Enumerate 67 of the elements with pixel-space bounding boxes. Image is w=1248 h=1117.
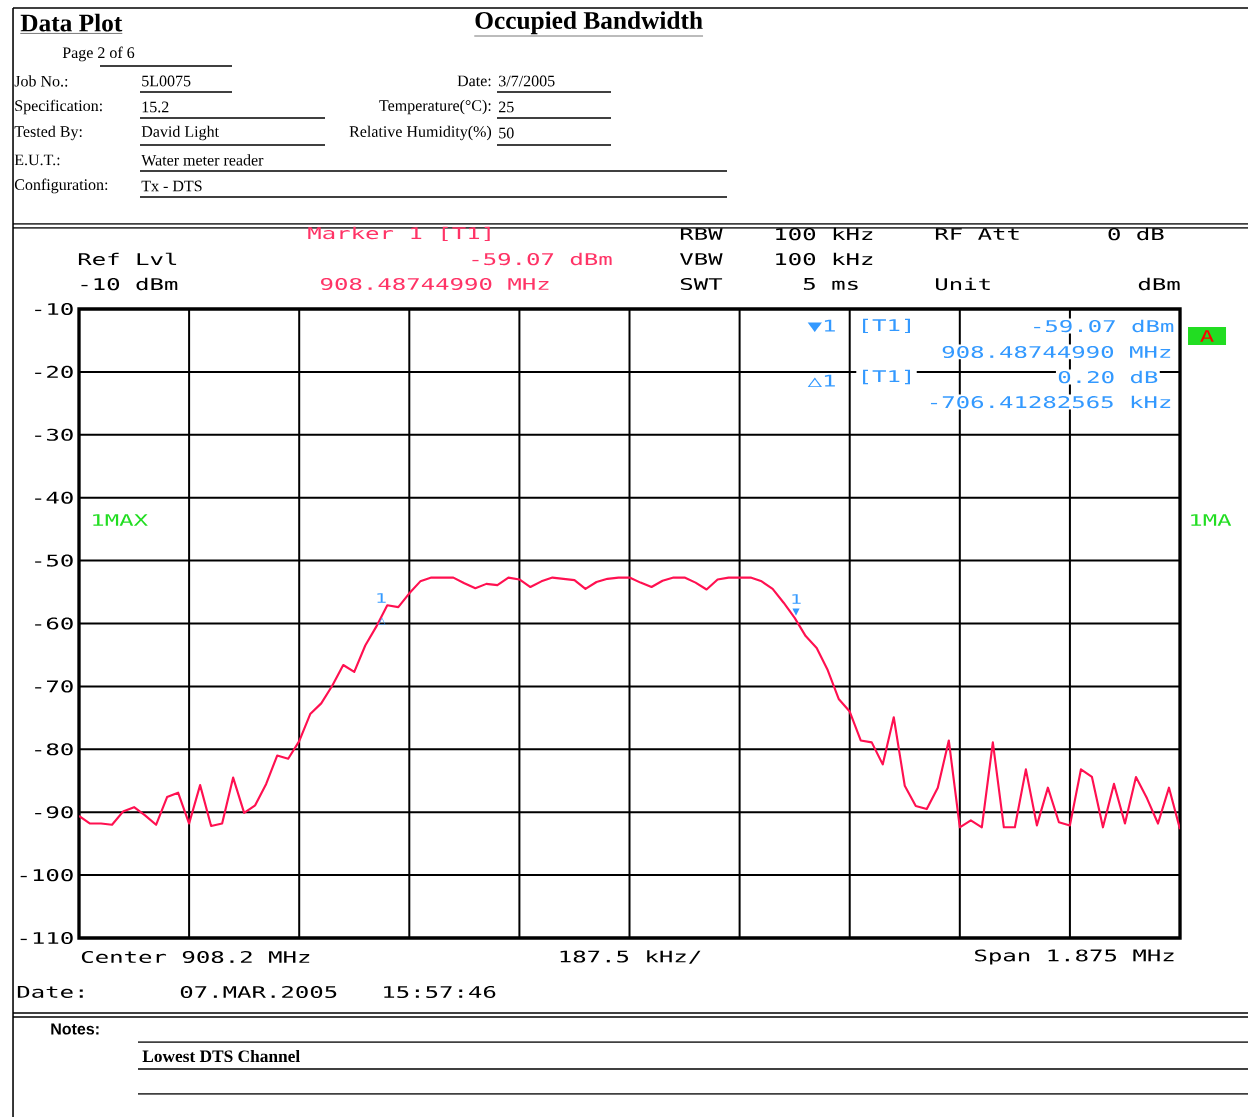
text: RBW (680, 228, 723, 240)
text: Date: (17, 986, 83, 998)
text: Data Plot (20, 13, 123, 32)
text: SWT (680, 277, 723, 291)
text: 100 kHz (776, 252, 873, 266)
text: Water meter reader (141, 154, 264, 166)
text: 07.MAR.2005 (180, 985, 337, 999)
text: Marker 1 [T1] (308, 226, 490, 242)
annotation: ▼ (792, 608, 800, 616)
annotation: -706.41282565 kHz (930, 395, 1171, 409)
y-tick-label: -100 (20, 869, 73, 882)
annotation: 1MAX (93, 514, 148, 526)
text: 5L0075 (142, 75, 191, 87)
text: 15.2 (142, 101, 169, 113)
text: 50 (499, 127, 514, 139)
text: Temperature(°C): (379, 99, 491, 115)
chart-title: Occupied Bandwidth (475, 11, 703, 35)
text: Relative Humidity(%) (349, 125, 492, 141)
text: 15:57:46 (384, 985, 496, 999)
text: Tested By: (14, 125, 82, 141)
annotation: ▼1 (807, 319, 835, 333)
text: 3/7/2005 (499, 75, 555, 87)
y-tick-label: -30 (35, 428, 73, 441)
annotation: [T1] (863, 318, 910, 334)
text: Center 908.2 MHz (81, 950, 310, 964)
text: -59.07 dBm (472, 252, 612, 266)
y-tick-label: -50 (35, 554, 73, 567)
text: E.U.T.: (14, 154, 60, 166)
annotation: 1 (377, 593, 386, 603)
y-tick-label: -10 (35, 302, 73, 316)
text: Date: (457, 75, 491, 87)
text: Job No.: (14, 75, 68, 87)
text: 1MA (1191, 514, 1232, 526)
text: 0 dB (1108, 227, 1164, 241)
y-tick-label: -60 (35, 617, 73, 630)
y-tick-label: -70 (35, 680, 73, 693)
text: dBm (1138, 277, 1180, 291)
text: A (1200, 330, 1214, 342)
text: Lowest DTS Channel (142, 1049, 300, 1063)
text: Specification: (15, 99, 102, 115)
text: Unit (936, 277, 990, 291)
y-tick-label: -110 (20, 931, 73, 945)
text: Tx - DTS (141, 180, 202, 192)
y-tick-label: -20 (35, 365, 73, 378)
text: David Light (141, 125, 219, 141)
text: 25 (498, 101, 514, 113)
annotation: [T1] (863, 369, 910, 385)
text: Page 2 of 6 (62, 46, 135, 62)
annotation: 1 (792, 594, 801, 604)
text: 187.5 kHz/ (560, 950, 701, 964)
text: 100 kHz (776, 227, 873, 241)
annotation: 908.48744990 MHz (942, 345, 1171, 359)
text: 908.48744990 MHz (321, 277, 549, 291)
annotation: -59.07 dBm (1034, 319, 1174, 333)
text: -10 dBm (81, 277, 178, 291)
annotation: △1 (807, 374, 835, 388)
text: Configuration: (14, 178, 108, 194)
text: Ref Lvl (78, 252, 177, 266)
text: Span 1.875 MHz (975, 949, 1174, 965)
y-tick-label: -90 (35, 806, 73, 819)
text: RF Att (935, 228, 1019, 240)
annotation: 0.20 dB (1058, 370, 1158, 384)
text: Notes: (51, 1023, 99, 1035)
text: VBW (679, 253, 723, 265)
y-tick-label: -80 (35, 743, 73, 756)
text: 5 ms (803, 278, 858, 290)
y-tick-label: -40 (35, 491, 73, 504)
